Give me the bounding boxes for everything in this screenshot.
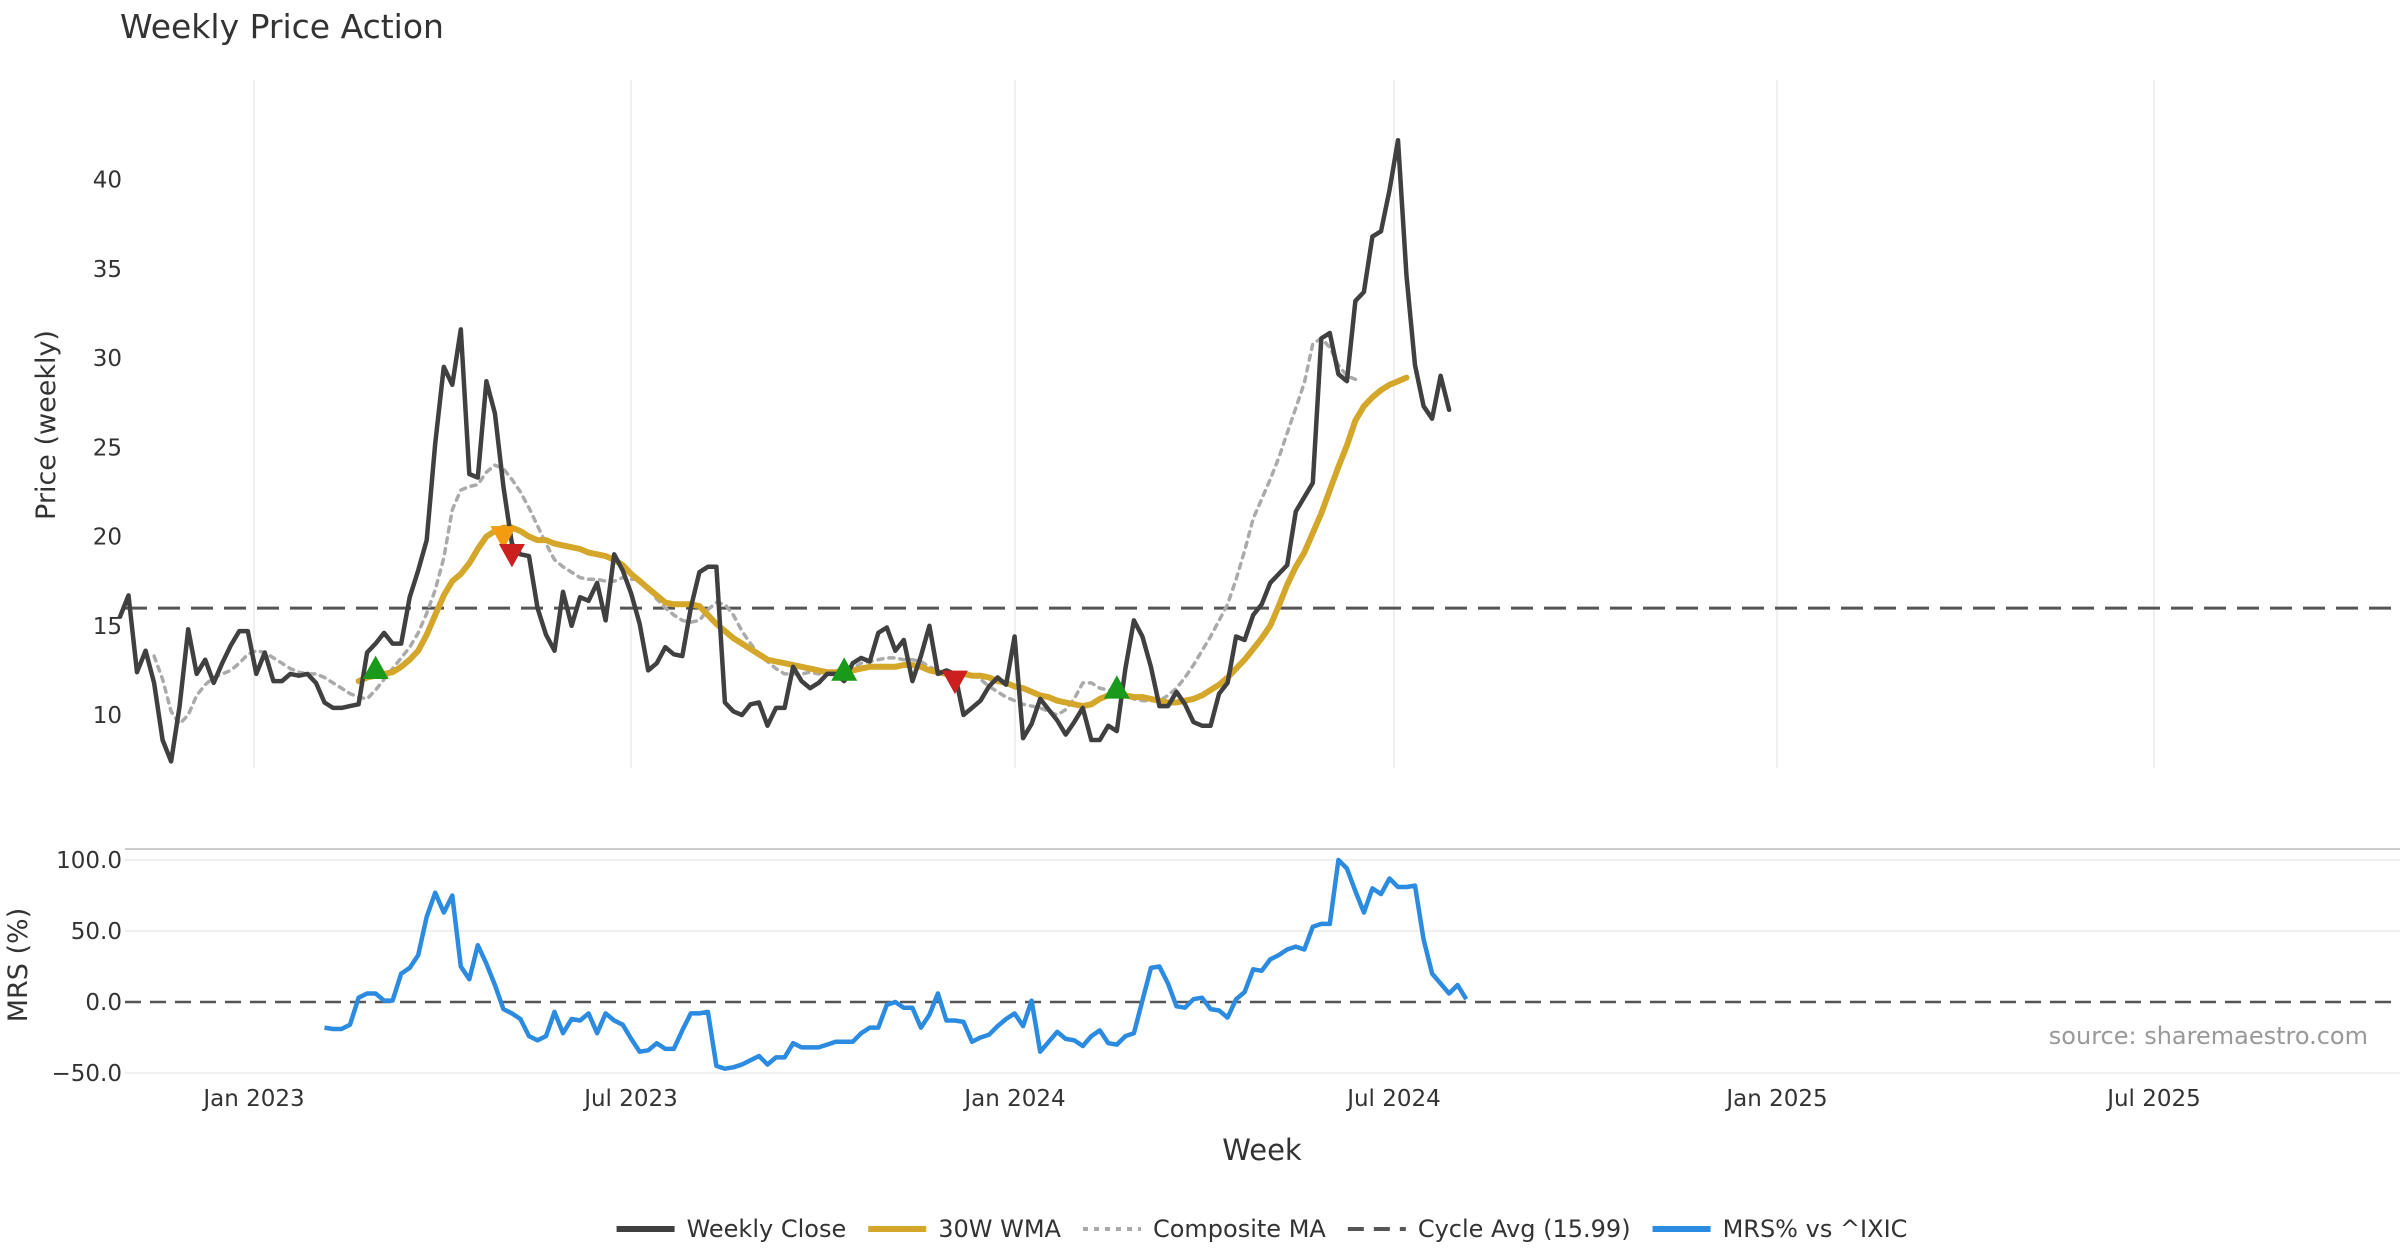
x-axis-label: Week: [1222, 1133, 1302, 1167]
price-y-tick-40: 40: [93, 168, 122, 194]
price-series: [117, 137, 2400, 764]
mrs-y-tick-3: −50.0: [52, 1061, 122, 1087]
price-gridlines: [253, 80, 2155, 768]
price-y-tick-20: 20: [93, 525, 122, 551]
signal-buy-0: [362, 655, 389, 679]
price-y-tick-10: 10: [93, 703, 122, 729]
signal-buy-5: [1103, 675, 1130, 699]
legend-label-composite-ma: Composite MA: [1153, 1215, 1326, 1243]
series-weekly-close: [117, 137, 1452, 764]
mrs-y-tick-0: 100.0: [56, 848, 122, 874]
price-y-tick-15: 15: [93, 614, 122, 640]
mrs-y-ticks: 100.0 50.0 0.0 −50.0: [52, 848, 122, 1087]
legend-label-mrs-vs-ixic: MRS% vs ^IXIC: [1723, 1215, 1908, 1243]
x-ticks: Jan 2023 Jul 2023 Jan 2024 Jul 2024 Jan 2025…: [201, 1086, 2200, 1112]
x-tick-jul-2025: Jul 2025: [2105, 1086, 2201, 1112]
source-note: source: sharemaestro.com: [2049, 1022, 2368, 1050]
mrs-y-tick-1: 50.0: [71, 919, 122, 945]
legend-label-30w-wma: 30W WMA: [938, 1215, 1061, 1243]
legend-label-weekly-close: Weekly Close: [687, 1215, 847, 1243]
signal-markers: [362, 526, 1130, 699]
price-y-ticks: 10 15 20 25 30 35 40: [93, 168, 122, 730]
x-tick-jan-2023: Jan 2023: [201, 1086, 304, 1112]
series-30w-wma: [355, 374, 1410, 710]
legend: Weekly Close 30W WMA Composite MA Cycle Avg…: [616, 1215, 1908, 1243]
series-composite-ma: [152, 336, 1358, 726]
legend-label-cycle-avg-15-99: Cycle Avg (15.99): [1418, 1215, 1631, 1243]
x-tick-jul-2023: Jul 2023: [582, 1086, 678, 1112]
signal-buy-3: [831, 657, 858, 681]
price-y-tick-35: 35: [93, 257, 122, 283]
x-tick-jan-2024: Jan 2024: [962, 1086, 1065, 1112]
price-y-tick-30: 30: [93, 346, 122, 372]
chart-title: Weekly Price Action: [120, 7, 444, 46]
mrs-gridlines: [125, 859, 2400, 1074]
series-mrs-vs-ixic: [324, 857, 1469, 1071]
signal-sell-1: [490, 526, 517, 550]
mrs-y-tick-2: 0.0: [85, 990, 122, 1016]
x-tick-jul-2024: Jul 2024: [1345, 1086, 1441, 1112]
mrs-y-axis-label: MRS (%): [3, 908, 34, 1023]
signal-sell-4: [941, 670, 968, 695]
price-y-axis-label: Price (weekly): [31, 330, 62, 520]
mrs-series: [324, 857, 1469, 1071]
price-y-tick-25: 25: [93, 435, 122, 461]
signal-sell-2: [498, 543, 525, 568]
x-tick-jan-2025: Jan 2025: [1724, 1086, 1827, 1112]
